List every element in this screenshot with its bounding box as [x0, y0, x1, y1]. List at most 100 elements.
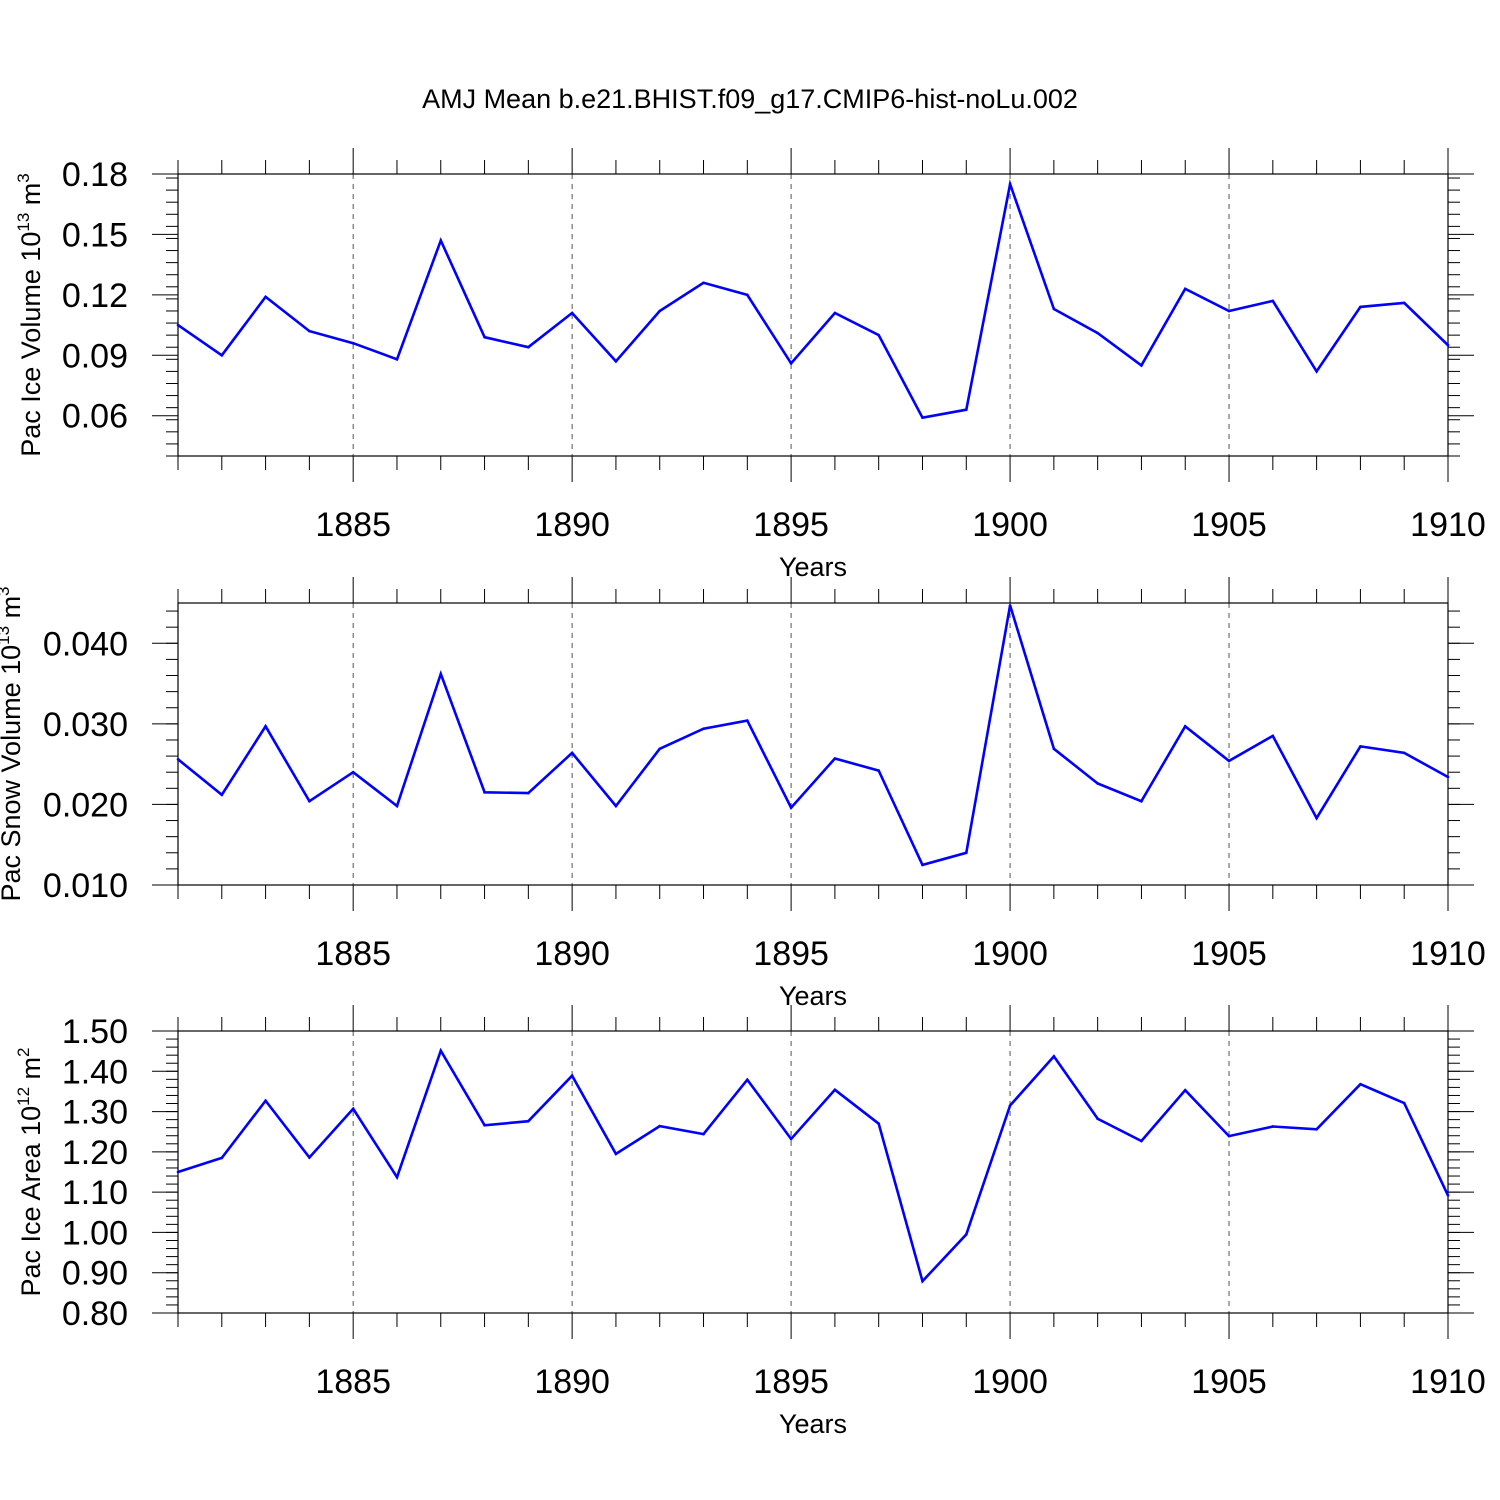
- panel-3-data-point-1899: [964, 1233, 968, 1236]
- panel-1-data-point-1886: [395, 358, 399, 361]
- panel-1-xtick-label-1890: 1890: [534, 506, 610, 544]
- panel-3-data-point-1903: [1140, 1139, 1143, 1143]
- panel-2-data-point-1887: [439, 672, 443, 676]
- panel-3-plot-frame: [177, 1030, 1449, 1314]
- panel-2-ytick-label-2: 0.030: [43, 706, 128, 744]
- panel-3-ytick-label-6: 1.40: [62, 1053, 128, 1091]
- panel-3-ytick-label-0: 0.80: [62, 1295, 128, 1333]
- panel-1-data-point-1881: [176, 323, 180, 327]
- panel-3-series-line: [177, 1047, 1450, 1284]
- panel-1-data-point-1895: [789, 362, 793, 365]
- panel-1-ytick-label-0: 0.06: [62, 398, 128, 436]
- panel-1-data-point-1900: [1008, 182, 1012, 186]
- panel-3-data-point-1890: [570, 1074, 574, 1078]
- panel-3-data-point-1886: [395, 1175, 399, 1179]
- panel-1-data-point-1899: [964, 408, 968, 411]
- panel-1-data-point-1903: [1140, 364, 1143, 367]
- panel-2-data-point-1881: [176, 758, 180, 761]
- panel-1-data-point-1885: [351, 341, 355, 345]
- panel-2-data-point-1889: [527, 791, 530, 795]
- panel-2-data-point-1888: [483, 791, 486, 794]
- panel-2-data-point-1898: [921, 863, 924, 867]
- figure-title: AMJ Mean b.e21.BHIST.f09_g17.CMIP6-hist-…: [422, 84, 1078, 114]
- panel-3-data-point-1893: [702, 1132, 705, 1136]
- panel-2-data-point-1902: [1096, 782, 1099, 785]
- panel-1-data-point-1910: [1446, 343, 1450, 347]
- panel-3-data-point-1895: [789, 1137, 793, 1141]
- panel-2-xtick-label-1890: 1890: [534, 935, 610, 973]
- panel-2-xtick-label-1905: 1905: [1191, 935, 1267, 973]
- panel-2-data-point-1904: [1183, 724, 1187, 728]
- panel-1-xtick-label-1900: 1900: [972, 506, 1048, 544]
- panel-2-data-point-1901: [1052, 747, 1056, 751]
- panel-2-data-point-1896: [833, 757, 837, 760]
- panel-2-data-point-1893: [702, 727, 705, 730]
- panel-3-data-point-1892: [658, 1124, 662, 1128]
- panel-2-xtick-label-1885: 1885: [315, 935, 391, 973]
- panel-2-data-point-1895: [789, 806, 793, 809]
- panel-1-data-point-1896: [833, 311, 837, 315]
- panel-1-data-point-1890: [570, 311, 574, 315]
- panel-3-ytick-label-5: 1.30: [62, 1094, 128, 1132]
- panel-1-data-point-1897: [877, 333, 880, 337]
- panel-1-xtick-label-1885: 1885: [315, 506, 391, 544]
- panel-1-series-line: [177, 179, 1449, 420]
- panel-3-xtick-label-1910: 1910: [1410, 1363, 1486, 1401]
- panel-2-ytick-label-1: 0.020: [43, 786, 128, 824]
- panel-1-ytick-label-1: 0.09: [62, 337, 128, 375]
- panel-3-data-point-1900: [1008, 1104, 1012, 1107]
- panel-2-data-point-1894: [746, 719, 749, 722]
- panel-1-data-point-1906: [1271, 299, 1275, 303]
- panel-3-data-point-1905: [1227, 1134, 1231, 1138]
- panel-1-data-point-1898: [921, 416, 924, 420]
- panel-2-data-point-1890: [570, 751, 574, 755]
- panel-2-data-point-1885: [351, 770, 355, 774]
- panel-1-data-point-1892: [658, 309, 662, 313]
- panel-1-data-point-1894: [746, 293, 749, 297]
- panel-3-data-point-1907: [1315, 1127, 1318, 1131]
- panel-3-data-point-1902: [1096, 1117, 1099, 1121]
- panel-1-data-point-1908: [1359, 305, 1362, 309]
- panel-1-xtick-label-1905: 1905: [1191, 506, 1267, 544]
- panel-3-xtick-label-1890: 1890: [534, 1363, 610, 1401]
- panel-1-x-axis-title: Years: [779, 552, 847, 582]
- panel-3-data-point-1910: [1446, 1194, 1450, 1197]
- panel-3-data-point-1888: [483, 1123, 486, 1127]
- panel-3-data-point-1885: [351, 1107, 355, 1111]
- panel-1-data-point-1902: [1096, 331, 1099, 335]
- panel-3-ytick-label-7: 1.50: [62, 1013, 128, 1051]
- panel-1-data-point-1905: [1227, 309, 1231, 313]
- panel-1: 0.06 0.09 0.12 0.15 0.18 1885 1890 1895 1900 1905…: [14, 148, 1486, 582]
- panel-2-data-point-1883: [264, 724, 267, 728]
- panel-2-xtick-label-1900: 1900: [972, 935, 1048, 973]
- panel-1-data-point-1884: [308, 329, 311, 333]
- panel-2-xtick-label-1895: 1895: [753, 935, 829, 973]
- panel-2-plot-frame: [177, 602, 1449, 886]
- panel-2-xtick-label-1910: 1910: [1410, 935, 1486, 973]
- panel-3-data-point-1898: [921, 1279, 924, 1283]
- panel-3-xtick-label-1895: 1895: [753, 1363, 829, 1401]
- panel-1-plot-frame: [177, 173, 1449, 457]
- panel-2-data-point-1882: [220, 793, 224, 797]
- panel-3-y-axis-title: Pac Ice Area 1012 m2: [14, 1047, 46, 1296]
- panel-2-data-point-1892: [658, 747, 662, 751]
- panel-3-xtick-label-1905: 1905: [1191, 1363, 1267, 1401]
- panel-2-ytick-label-3: 0.040: [43, 625, 128, 663]
- panel-1-xtick-label-1910: 1910: [1410, 506, 1486, 544]
- panel-3-data-point-1883: [264, 1099, 267, 1102]
- panel-1-data-point-1891: [614, 360, 618, 363]
- panel-2-data-point-1903: [1140, 799, 1143, 803]
- panel-1-data-point-1904: [1183, 287, 1187, 291]
- panel-2-ytick-label-0: 0.010: [43, 867, 128, 905]
- panel-1-data-point-1901: [1052, 307, 1056, 311]
- panel-3-xtick-label-1900: 1900: [972, 1363, 1048, 1401]
- panel-1-y-axis-title: Pac Ice Volume 1013 m3: [14, 173, 46, 457]
- panel-1-data-point-1893: [702, 281, 705, 285]
- panel-2-data-point-1884: [308, 799, 311, 803]
- panel-3-data-point-1901: [1052, 1055, 1056, 1058]
- panel-2-data-point-1909: [1402, 751, 1406, 755]
- panel-3-data-point-1904: [1183, 1088, 1187, 1092]
- panel-2-data-point-1906: [1271, 734, 1275, 738]
- panel-2-data-point-1908: [1359, 745, 1362, 748]
